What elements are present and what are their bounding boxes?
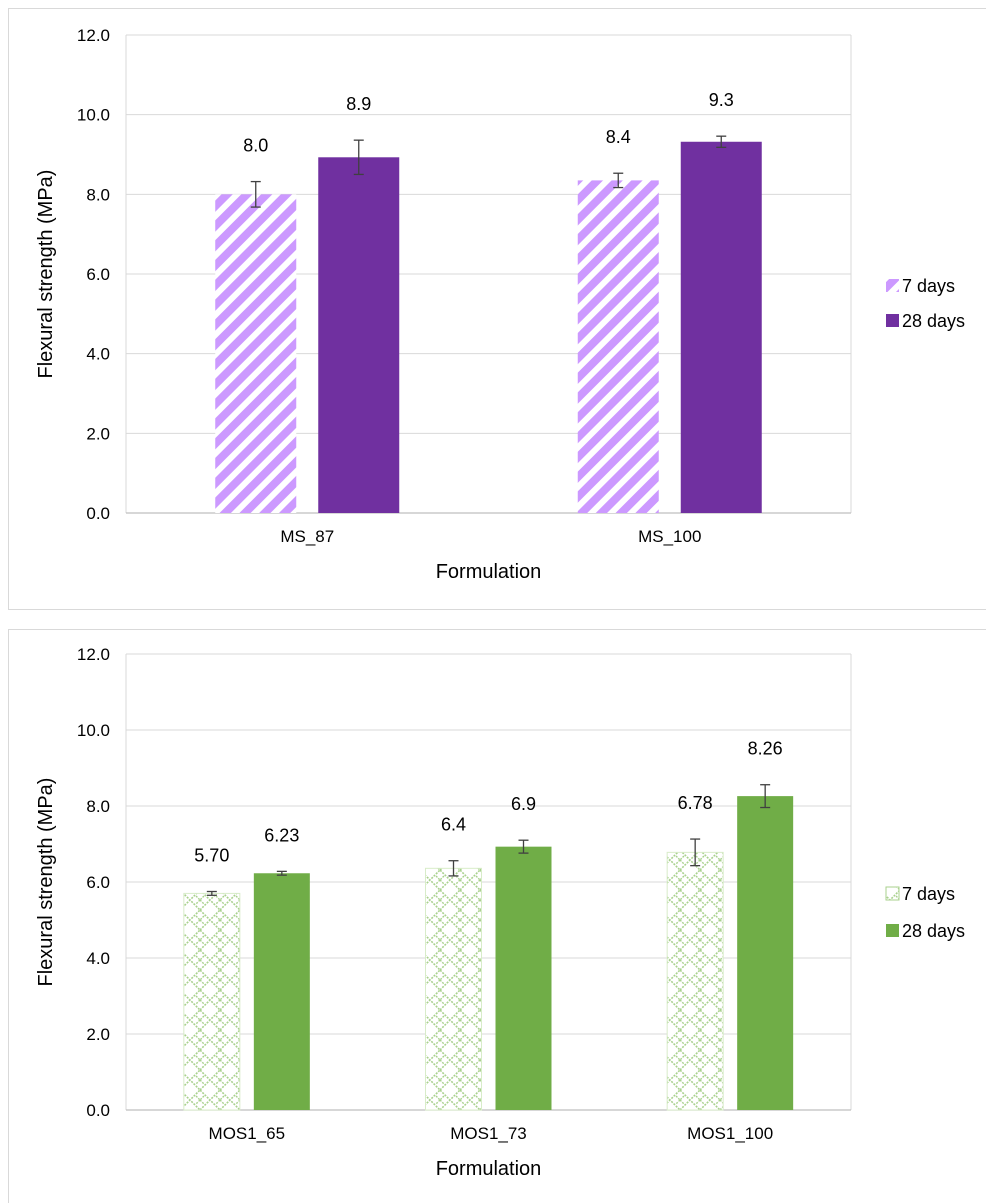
bar-mos1-65-28-days: [253, 873, 310, 1110]
chart-panel-purple: [8, 8, 986, 610]
legend-label: 28 days: [902, 311, 965, 331]
legend-swatch: [886, 279, 899, 292]
data-label: 6.23: [264, 825, 299, 845]
bar-ms-100-7-days: [577, 180, 659, 513]
error-bar: [250, 180, 261, 208]
error-bar: [690, 838, 701, 867]
bar-ms-100-28-days: [680, 141, 762, 513]
y-tick-label: 10.0: [77, 106, 110, 125]
legend: 7 days 28 days: [886, 276, 965, 331]
x-tick-label: MOS1_65: [209, 1124, 286, 1143]
legend-swatch: [886, 314, 899, 327]
y-tick-label: 6.0: [86, 265, 110, 284]
legend-swatch: [885, 886, 900, 901]
x-tick-label: MOS1_100: [687, 1124, 773, 1143]
data-label: 6.9: [511, 794, 536, 814]
data-label: 8.9: [346, 94, 371, 114]
bar-mos1-100-7-days: [666, 851, 724, 1111]
data-label: 8.0: [243, 136, 268, 156]
legend: 7 days 28 days: [885, 884, 965, 941]
y-axis-title: Flexural strength (MPa): [35, 170, 57, 379]
error-bar: [518, 839, 529, 854]
error-bar: [716, 135, 727, 148]
data-label: 6.4: [441, 815, 466, 835]
y-tick-label: 10.0: [77, 721, 110, 740]
bar-mos1-65-7-days: [183, 892, 241, 1111]
x-axis-title: Formulation: [436, 1158, 542, 1180]
x-tick-label: MOS1_73: [450, 1124, 527, 1143]
data-label: 8.4: [606, 127, 631, 147]
y-tick-label: 4.0: [86, 345, 110, 364]
legend-label: 7 days: [902, 884, 955, 904]
chart-1: 0.0 2.0 4.0 6.0 8.0 10.0 12.0 8.0 8.9 MS_87 8.4 9.3…: [35, 26, 965, 583]
data-label: 6.78: [678, 793, 713, 813]
y-tick-label: 2.0: [86, 424, 110, 443]
data-label: 8.26: [748, 739, 783, 759]
y-tick-label: 0.0: [86, 504, 110, 523]
x-tick-label: MS_87: [280, 527, 334, 546]
y-tick-label: 12.0: [77, 645, 110, 664]
bar-ms-87-28-days: [318, 157, 400, 513]
bar-mos1-73-28-days: [495, 846, 552, 1110]
bar-mos1-100-28-days: [737, 796, 794, 1110]
y-tick-label: 12.0: [77, 26, 110, 45]
data-label: 5.70: [194, 846, 229, 866]
error-bar: [448, 860, 459, 877]
y-axis-title: Flexural strength (MPa): [35, 778, 57, 987]
y-tick-label: 8.0: [86, 797, 110, 816]
bar-mos1-73-7-days: [425, 867, 482, 1111]
chart-2: 0.0 2.0 4.0 6.0 8.0 10.0 12.0 5.70 6.23 MOS1_65 6.…: [35, 645, 965, 1180]
error-bar: [760, 784, 771, 809]
error-bar: [353, 139, 364, 176]
x-tick-label: MS_100: [638, 527, 701, 546]
y-tick-label: 4.0: [86, 949, 110, 968]
error-bar: [276, 870, 287, 876]
y-tick-label: 0.0: [86, 1101, 110, 1120]
data-label: 9.3: [709, 90, 734, 110]
y-tick-label: 6.0: [86, 873, 110, 892]
legend-swatch: [886, 924, 899, 937]
y-tick-label: 2.0: [86, 1025, 110, 1044]
error-bar: [613, 172, 624, 189]
y-tick-label: 8.0: [86, 185, 110, 204]
bar-ms-87-7-days: [215, 194, 297, 514]
legend-label: 28 days: [902, 921, 965, 941]
error-bar: [206, 890, 217, 896]
x-axis-title: Formulation: [436, 561, 542, 583]
legend-label: 7 days: [902, 276, 955, 296]
